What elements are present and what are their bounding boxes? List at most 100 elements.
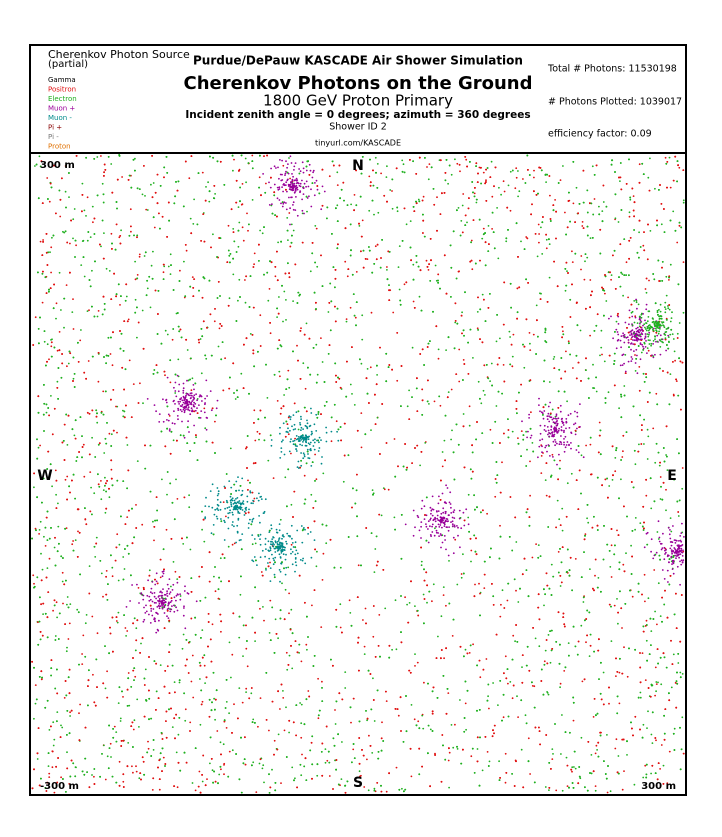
photon: [258, 762, 261, 765]
photon: [355, 271, 358, 273]
photon: [199, 338, 202, 340]
photon: [290, 543, 293, 546]
photon: [370, 429, 372, 431]
photon: [350, 721, 352, 724]
photon: [336, 184, 339, 187]
photon: [227, 224, 230, 227]
photon: [116, 621, 119, 624]
photon: [442, 586, 445, 588]
photon: [68, 196, 70, 199]
photon: [177, 733, 180, 736]
photon: [580, 255, 583, 257]
photon: [91, 205, 94, 208]
photon: [276, 316, 278, 318]
photon: [165, 528, 168, 531]
photon: [314, 225, 317, 227]
photon: [100, 155, 102, 157]
photon: [38, 533, 40, 535]
photon: [345, 320, 348, 323]
photon: [464, 702, 467, 705]
photon: [656, 623, 658, 626]
photon: [100, 572, 103, 575]
photon: [454, 321, 457, 324]
photon: [253, 263, 256, 266]
photon: [511, 430, 514, 433]
photon: [258, 176, 261, 179]
photon: [614, 747, 617, 750]
photon: [245, 647, 248, 650]
photon: [223, 764, 225, 766]
photon: [575, 186, 578, 189]
photon: [214, 590, 217, 593]
photon: [203, 664, 206, 667]
photon: [511, 697, 514, 700]
photon: [396, 379, 399, 382]
photon: [533, 176, 535, 179]
photon: [621, 456, 624, 458]
photon: [330, 440, 333, 443]
photon: [545, 181, 547, 184]
photon: [64, 478, 67, 481]
photon: [665, 275, 668, 278]
photon: [189, 721, 192, 724]
photon: [100, 245, 102, 248]
photon: [122, 696, 124, 698]
photon: [265, 182, 267, 185]
photon: [325, 542, 328, 545]
photon: [273, 739, 276, 742]
photon: [135, 765, 137, 768]
photon: [211, 623, 214, 626]
photon: [162, 597, 165, 600]
photon: [457, 207, 460, 209]
photon: [428, 163, 431, 166]
photon: [230, 676, 232, 679]
photon: [266, 397, 269, 399]
photon: [574, 767, 577, 770]
photon: [314, 453, 316, 456]
photon: [46, 567, 49, 569]
photon: [669, 373, 672, 375]
photon: [659, 768, 661, 770]
photon: [414, 605, 416, 607]
photon: [512, 634, 515, 637]
photon: [617, 622, 619, 625]
photon: [650, 507, 653, 510]
photon: [376, 374, 378, 376]
photon: [291, 667, 294, 670]
photon: [610, 640, 613, 642]
photon: [429, 728, 432, 731]
photon: [655, 683, 658, 685]
photon: [450, 388, 453, 391]
photon: [233, 542, 236, 545]
photon: [176, 578, 179, 580]
photon: [113, 725, 116, 728]
photon: [83, 275, 86, 278]
photon: [499, 337, 501, 340]
photon: [671, 311, 673, 314]
photon: [42, 239, 44, 241]
photon: [219, 557, 222, 560]
photon: [285, 706, 287, 709]
photon: [546, 691, 548, 693]
photon: [551, 748, 554, 750]
photon: [117, 611, 120, 614]
photon: [481, 293, 484, 296]
photon: [349, 383, 352, 386]
photon: [253, 497, 256, 500]
photon: [46, 343, 49, 346]
photon: [72, 540, 74, 542]
photon: [533, 685, 536, 688]
photon: [397, 714, 400, 717]
photon: [315, 343, 318, 346]
photon: [307, 690, 310, 692]
photon: [487, 695, 489, 698]
photon: [134, 260, 137, 263]
photon: [211, 769, 214, 772]
photon: [479, 592, 481, 595]
photon: [324, 761, 327, 764]
photon: [300, 722, 303, 725]
photon: [373, 571, 376, 573]
photon: [296, 344, 298, 347]
photon: [649, 157, 651, 160]
photon: [39, 444, 41, 447]
